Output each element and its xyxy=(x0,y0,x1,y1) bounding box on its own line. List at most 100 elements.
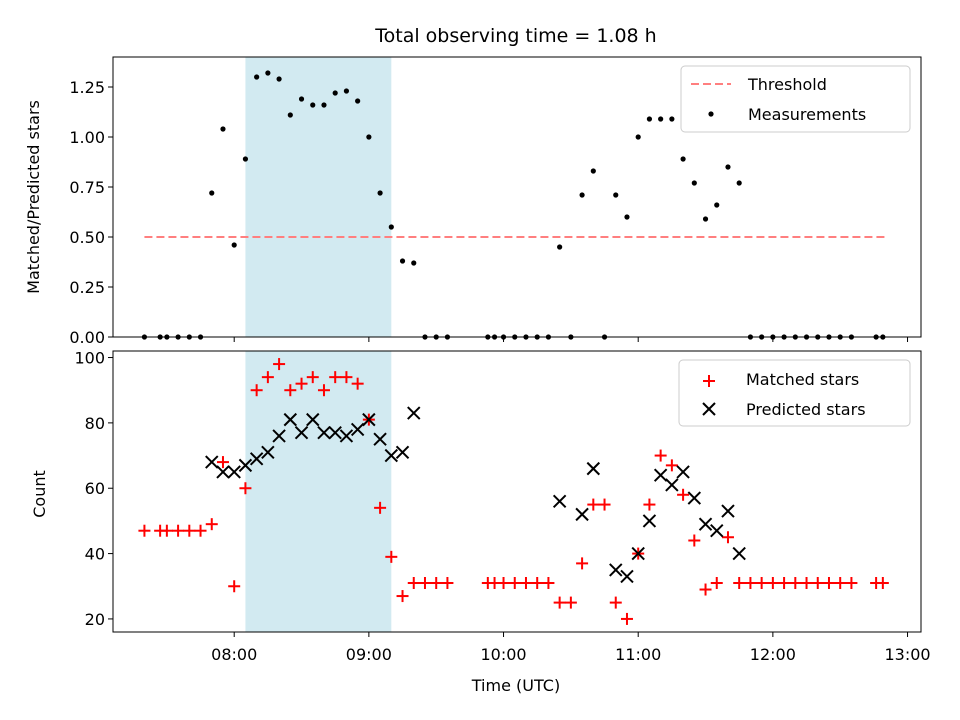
predicted-star-point xyxy=(407,406,421,420)
matched-star-point xyxy=(273,358,286,371)
y-tick-label: 0.75 xyxy=(69,178,105,197)
predicted-star-point xyxy=(328,425,342,440)
predicted-star-point xyxy=(721,504,735,518)
measurement-point xyxy=(231,242,237,248)
ratio-y-axis-label: Matched/Predicted stars xyxy=(24,100,43,294)
matched-star-point xyxy=(340,371,353,384)
matched-star-point xyxy=(688,534,701,547)
matched-star-point xyxy=(261,371,274,384)
predicted-star-point xyxy=(238,458,253,473)
matched-star-point xyxy=(441,576,454,589)
measurement-point xyxy=(680,156,686,162)
threshold-legend-label: Threshold xyxy=(747,75,827,94)
matched-legend-label: Matched stars xyxy=(746,370,859,389)
y-tick-label: 0.50 xyxy=(69,228,105,247)
measurement-point xyxy=(220,126,226,132)
matched-star-point xyxy=(710,576,723,589)
predicted-star-point xyxy=(609,563,623,577)
y-tick-label: 60 xyxy=(85,479,105,498)
predicted-star-point xyxy=(710,524,724,538)
predicted-star-point xyxy=(339,429,354,443)
x-tick-label: 11:00 xyxy=(615,645,661,664)
matched-star-point xyxy=(374,501,387,514)
predicted-star-point xyxy=(294,425,309,440)
matched-star-point xyxy=(744,576,757,589)
matched-star-point xyxy=(407,576,420,589)
count-y-axis-label: Count xyxy=(30,470,49,518)
matched-star-point xyxy=(778,576,791,589)
measurement-point xyxy=(691,180,697,186)
measurement-point xyxy=(669,116,675,122)
matched-star-point xyxy=(138,524,151,537)
measurement-point xyxy=(702,216,709,222)
matched-star-point xyxy=(699,583,712,596)
predicted-star-point xyxy=(620,569,634,584)
predicted-star-point xyxy=(687,491,702,505)
matched-star-point xyxy=(329,371,342,384)
y-tick-label: 20 xyxy=(85,610,105,629)
matched-star-point xyxy=(172,524,185,537)
matched-star-point xyxy=(677,488,690,501)
matched-star-point xyxy=(822,576,835,589)
predicted-star-point xyxy=(732,546,746,561)
measurement-point xyxy=(366,134,372,140)
measurement-point xyxy=(579,192,585,198)
matched-star-point xyxy=(228,580,241,593)
count-panel-frame xyxy=(112,350,922,633)
matched-star-point xyxy=(430,576,443,589)
measurement-point xyxy=(242,156,249,162)
ratio-panel: 0.00 0.25 0.50 0.75 1.00 1.25 Matched/Predict… xyxy=(24,56,922,347)
predicted-star-point xyxy=(631,546,645,561)
predicted-star-point xyxy=(642,514,657,528)
measurement-point xyxy=(209,190,215,196)
matched-star-point xyxy=(216,456,229,469)
measurement-point xyxy=(399,258,406,264)
matched-star-point xyxy=(576,557,589,570)
y-tick-label: 80 xyxy=(85,414,105,433)
measurements-legend-label: Measurements xyxy=(748,105,866,124)
matched-star-point xyxy=(508,576,521,589)
measurement-point xyxy=(265,70,271,76)
matched-star-point xyxy=(766,576,779,589)
measurement-point xyxy=(298,96,305,102)
measurement-point xyxy=(624,214,630,220)
measurement-point xyxy=(377,190,383,196)
matched-star-point xyxy=(239,482,252,495)
measurement-point xyxy=(321,102,327,108)
measurement-point xyxy=(388,224,394,230)
measurement-point xyxy=(658,116,664,122)
predicted-star-point xyxy=(373,432,387,446)
predicted-star-point xyxy=(249,452,264,466)
matched-star-point xyxy=(733,576,746,589)
matched-star-point xyxy=(789,576,802,589)
matched-star-point xyxy=(800,576,813,589)
matched-star-point xyxy=(587,498,600,511)
matched-star-point xyxy=(564,596,577,609)
measurement-point xyxy=(355,98,361,104)
matched-star-point xyxy=(531,576,544,589)
predicted-star-point xyxy=(575,507,589,522)
matched-star-point xyxy=(834,576,847,589)
matched-star-point xyxy=(620,612,633,625)
measurement-point xyxy=(276,76,282,82)
x-tick-label: 09:00 xyxy=(346,645,392,664)
measurement-point xyxy=(725,164,731,170)
matched-star-point xyxy=(609,596,622,609)
x-tick-label: 08:00 xyxy=(211,645,257,664)
predicted-star-point xyxy=(317,425,331,440)
measurement-point xyxy=(411,260,417,266)
predicted-star-point xyxy=(205,455,219,469)
measurements-legend-swatch xyxy=(708,111,714,117)
matched-star-point xyxy=(721,531,734,544)
matched-star-point xyxy=(194,524,207,537)
y-tick-label: 0.25 xyxy=(69,278,105,297)
predicted-legend-label: Predicted stars xyxy=(746,400,866,419)
x-tick-label: 10:00 xyxy=(480,645,526,664)
observing-window-highlight xyxy=(245,351,392,632)
matched-star-point xyxy=(306,371,319,384)
y-tick-label: 40 xyxy=(85,545,105,564)
measurement-point xyxy=(613,192,619,198)
measurement-point xyxy=(714,202,720,208)
y-tick-label: 1.00 xyxy=(69,128,105,147)
